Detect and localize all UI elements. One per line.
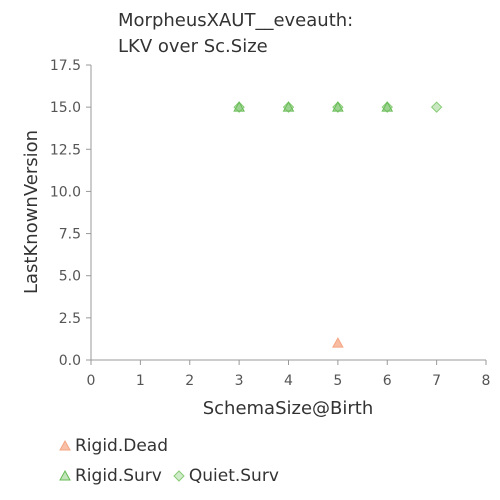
y-tick-label: 5.0 — [59, 269, 81, 285]
legend-row-1: Rigid.Dead — [58, 436, 178, 456]
legend-row-2: Rigid.Surv Quiet.Surv — [58, 466, 289, 486]
chart-title-line-2: LKV over Sc.Size — [118, 36, 268, 57]
x-tick-label: 8 — [482, 373, 491, 389]
x-tick-label: 1 — [136, 373, 145, 389]
y-axis-label: LastKnownVersion — [21, 130, 42, 294]
legend-label-rigid-dead: Rigid.Dead — [75, 436, 169, 456]
y-tick-label: 2.5 — [59, 311, 81, 327]
x-tick-label: 5 — [333, 373, 342, 389]
x-tick-label: 2 — [185, 373, 194, 389]
x-tick-label: 3 — [235, 373, 244, 389]
chart-title-line-1: MorpheusXAUT__eveauth: — [118, 10, 354, 31]
legend-label-rigid-surv: Rigid.Surv — [75, 466, 162, 486]
triangle-icon — [59, 439, 71, 451]
data-point-quiet-surv[interactable] — [430, 101, 443, 113]
data-point-rigid-surv[interactable] — [332, 101, 344, 112]
x-tick-label: 6 — [383, 373, 392, 389]
chart-title: MorpheusXAUT__eveauth: LKV over Sc.Size — [118, 8, 353, 60]
data-point-rigid-surv[interactable] — [381, 101, 394, 112]
data-point-quiet-surv[interactable] — [282, 101, 295, 113]
x-tick-label: 0 — [87, 373, 96, 389]
y-tick-label: 15.0 — [50, 100, 81, 116]
x-tick-label: 7 — [432, 373, 441, 389]
y-tick-label: 12.5 — [50, 142, 81, 158]
y-tick-label: 10.0 — [50, 184, 81, 200]
y-tick-label: 0.0 — [59, 353, 81, 369]
y-tick-label: 7.5 — [59, 227, 81, 243]
legend-item-rigid-surv[interactable]: Rigid.Surv — [58, 466, 162, 486]
triangle-icon — [59, 469, 71, 481]
y-tick-label: 17.5 — [50, 58, 81, 74]
x-axis-label: SchemaSize@Birth — [203, 398, 374, 419]
data-point-rigid-surv[interactable] — [282, 101, 295, 112]
data-point-rigid-surv[interactable] — [233, 101, 245, 112]
legend-item-quiet-surv[interactable]: Quiet.Surv — [172, 466, 279, 486]
data-point-rigid-dead[interactable] — [332, 337, 344, 348]
ticks: 0 1 2 3 4 5 6 7 8 0.0 2.5 5.0 7.5 10.0 12.5 15.0 17.5 — [50, 58, 491, 389]
legend-label-quiet-surv: Quiet.Surv — [188, 466, 279, 486]
x-tick-label: 4 — [284, 373, 293, 389]
diamond-icon — [173, 470, 185, 482]
data-point-quiet-surv[interactable] — [381, 101, 393, 113]
data-marks — [233, 101, 443, 348]
data-point-quiet-surv[interactable] — [233, 101, 245, 113]
legend-item-rigid-dead[interactable]: Rigid.Dead — [58, 436, 168, 456]
data-point-quiet-surv[interactable] — [332, 101, 344, 113]
